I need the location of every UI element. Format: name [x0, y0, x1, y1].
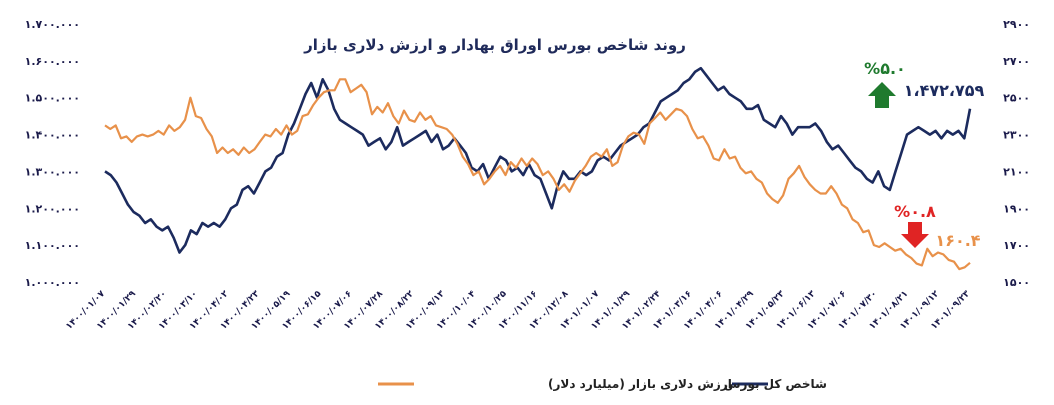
down-arrow-icon [901, 222, 929, 248]
right-tick-label: ۲۳۰۰ [1003, 129, 1030, 142]
x-axis-ticks: ۱۴۰۰/۰۱/۰۷۱۴۰۰/۰۱/۲۹۱۴۰۰/۰۲/۲۰۱۴۰۰/۰۳/۱۰… [64, 289, 972, 332]
index-line [104, 66, 972, 254]
right-tick-label: ۲۵۰۰ [1003, 92, 1030, 105]
legend-label-dollar: ارزش دلاری بازار (میلیارد دلار) [548, 377, 732, 391]
left-tick-label: ۱.۳۰۰.۰۰۰ [25, 165, 80, 178]
right-tick-label: ۲۹۰۰ [1003, 18, 1030, 31]
left-tick-label: ۱.۲۰۰.۰۰۰ [25, 202, 80, 215]
right-tick-label: ۱۷۰۰ [1003, 239, 1030, 252]
dollar-change-label: %۰.۸ [894, 202, 936, 221]
index-change-label: %۵.۰ [864, 59, 906, 78]
legend-label-index: شاخص کل بورس [724, 377, 827, 392]
chart-lines [104, 66, 972, 271]
left-tick-label: ۱.۷۰۰.۰۰۰ [25, 18, 80, 31]
right-tick-label: ۱۹۰۰ [1003, 202, 1030, 215]
right-tick-label: ۱۵۰۰ [1003, 276, 1030, 289]
chart-annotations: %۵.۰ ۱،۴۷۲،۷۵۹ %۰.۸ ۱۶۰.۴ [864, 59, 984, 250]
left-tick-label: ۱.۶۰۰.۰۰۰ [25, 55, 80, 68]
left-tick-label: ۱.۰۰۰.۰۰۰ [25, 276, 80, 289]
dollar-value-label: ۱۶۰.۴ [935, 231, 980, 250]
index-value-label: ۱،۴۷۲،۷۵۹ [904, 81, 985, 100]
dollar-value-line [104, 78, 971, 271]
right-tick-label: ۲۷۰۰ [1003, 55, 1030, 68]
left-tick-label: ۱.۵۰۰.۰۰۰ [25, 92, 80, 105]
right-tick-label: ۲۱۰۰ [1003, 165, 1030, 178]
right-axis-ticks: ۲۹۰۰ ۲۷۰۰ ۲۵۰۰ ۲۳۰۰ ۲۱۰۰ ۱۹۰۰ ۱۷۰۰ ۱۵۰۰ [1003, 18, 1030, 289]
up-arrow-icon [868, 82, 896, 108]
left-tick-label: ۱.۴۰۰.۰۰۰ [25, 129, 80, 142]
chart-legend: شاخص کل بورس ارزش دلاری بازار (میلیارد د… [378, 377, 827, 392]
chart-title: روند شاخص بورس اوراق بهادار و ارزش دلاری… [303, 36, 686, 54]
left-axis-ticks: ۱.۷۰۰.۰۰۰ ۱.۶۰۰.۰۰۰ ۱.۵۰۰.۰۰۰ ۱.۴۰۰.۰۰۰ ۱.۳۰… [25, 18, 80, 289]
left-tick-label: ۱.۱۰۰.۰۰۰ [25, 239, 80, 252]
